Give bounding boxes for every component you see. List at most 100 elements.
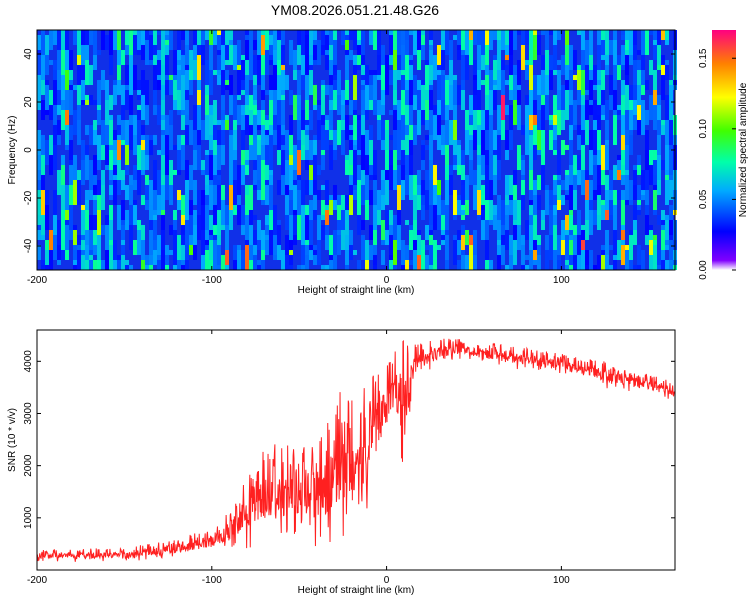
heatmap-cell (505, 195, 509, 200)
heatmap-cell (585, 115, 589, 120)
heatmap-cell (153, 215, 157, 220)
heatmap-cell (449, 60, 453, 65)
heatmap-cell (169, 225, 173, 230)
heatmap-cell (461, 55, 465, 60)
heatmap-cell (417, 175, 421, 180)
heatmap-cell (305, 145, 309, 150)
heatmap-cell (525, 150, 529, 155)
heatmap-cell (429, 55, 433, 60)
heatmap-cell (337, 220, 341, 225)
heatmap-cell (221, 155, 225, 160)
heatmap-cell (121, 110, 125, 115)
heatmap-cell (485, 250, 489, 255)
heatmap-cell (569, 55, 573, 60)
heatmap-cell (41, 165, 45, 170)
heatmap-cell (493, 180, 497, 185)
heatmap-cell (209, 225, 213, 230)
heatmap-cell (165, 260, 169, 265)
heatmap-cell (365, 100, 369, 105)
heatmap-cell (513, 45, 517, 50)
heatmap-cell (45, 95, 49, 100)
heatmap-cell (361, 175, 365, 180)
heatmap-cell (401, 70, 405, 75)
heatmap-cell (221, 75, 225, 80)
heatmap-cell (45, 225, 49, 230)
heatmap-cell (233, 260, 237, 265)
heatmap-cell (185, 265, 189, 270)
heatmap-cell (145, 85, 149, 90)
heatmap-cell (477, 120, 481, 125)
heatmap-cell (565, 240, 569, 245)
heatmap-cell (469, 50, 473, 55)
heatmap-cell (529, 250, 533, 255)
heatmap-cell (129, 30, 133, 35)
heatmap-cell (261, 190, 265, 195)
heatmap-cell (193, 220, 197, 225)
heatmap-cell (469, 235, 473, 240)
heatmap-cell (465, 110, 469, 115)
heatmap-cell (133, 145, 137, 150)
heatmap-cell (581, 115, 585, 120)
heatmap-cell (149, 225, 153, 230)
heatmap-cell (461, 155, 465, 160)
heatmap-cell (101, 195, 105, 200)
heatmap-cell (209, 220, 213, 225)
heatmap-cell (113, 145, 117, 150)
heatmap-cell (237, 105, 241, 110)
heatmap-cell (257, 75, 261, 80)
heatmap-cell (161, 75, 165, 80)
heatmap-cell (37, 45, 41, 50)
heatmap-cell (85, 145, 89, 150)
heatmap-cell (73, 245, 77, 250)
heatmap-cell (585, 110, 589, 115)
heatmap-cell (97, 165, 101, 170)
heatmap-cell (337, 215, 341, 220)
heatmap-cell (165, 120, 169, 125)
heatmap-cell (333, 95, 337, 100)
heatmap-cell (465, 195, 469, 200)
heatmap-cell (217, 70, 221, 75)
heatmap-cell (509, 210, 513, 215)
heatmap-cell (53, 155, 57, 160)
heatmap-cell (329, 65, 333, 70)
heatmap-cell (217, 175, 221, 180)
heatmap-cell (205, 245, 209, 250)
heatmap-cell (437, 45, 441, 50)
heatmap-cell (97, 180, 101, 185)
heatmap-cell (105, 105, 109, 110)
heatmap-cell (281, 135, 285, 140)
heatmap-cell (305, 160, 309, 165)
heatmap-cell (81, 45, 85, 50)
heatmap-cell (277, 75, 281, 80)
heatmap-cell (425, 225, 429, 230)
heatmap-cell (133, 50, 137, 55)
heatmap-cell (205, 195, 209, 200)
heatmap-cell (261, 120, 265, 125)
heatmap-cell (361, 135, 365, 140)
heatmap-cell (261, 230, 265, 235)
heatmap-cell (509, 175, 513, 180)
heatmap-cell (537, 135, 541, 140)
heatmap-cell (381, 110, 385, 115)
heatmap-cell (157, 55, 161, 60)
heatmap-cell (261, 130, 265, 135)
heatmap-cell (533, 200, 537, 205)
heatmap-cell (97, 150, 101, 155)
heatmap-cell (145, 115, 149, 120)
heatmap-cell (41, 115, 45, 120)
heatmap-cell (197, 165, 201, 170)
heatmap-cell (61, 125, 65, 130)
heatmap-cell (405, 220, 409, 225)
heatmap-cell (105, 235, 109, 240)
heatmap-cell (165, 175, 169, 180)
heatmap-cell (329, 125, 333, 130)
heatmap-cell (529, 30, 533, 35)
heatmap-cell (557, 35, 561, 40)
heatmap-cell (429, 110, 433, 115)
heatmap-cell (277, 220, 281, 225)
heatmap-cell (429, 235, 433, 240)
heatmap-cell (317, 55, 321, 60)
heatmap-cell (325, 190, 329, 195)
heatmap-cell (185, 45, 189, 50)
heatmap-cell (361, 70, 365, 75)
